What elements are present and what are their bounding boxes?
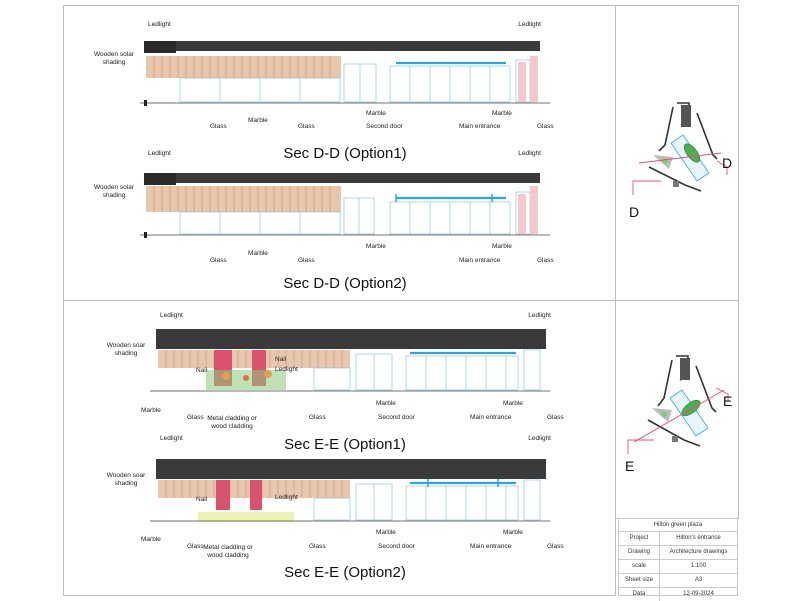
label-ledlight-left-dd1: Ledlight <box>148 21 171 28</box>
label-second-door-dd1: Second door <box>366 123 403 130</box>
label-nail-1-ee2: Nail <box>196 496 208 503</box>
label-glass-1-ee1: Glass <box>187 414 204 421</box>
label-glass-1-ee2: Glass <box>187 543 204 550</box>
label-ledlight-mid-ee1: Ledlight <box>275 366 298 373</box>
label-wooden-soar-shading-ee1: Wooden soar shading <box>106 342 146 357</box>
title-block-row: Project Hilton's entrance <box>619 532 737 546</box>
label-marble-2-ee1: Marble <box>376 400 396 407</box>
label-marble-1-dd2: Marble <box>248 250 268 257</box>
label-ledlight-left-ee1: Ledlight <box>160 312 183 319</box>
label-glass-3-ee1: Glass <box>547 414 564 421</box>
title-block: Hilton green plaza Project Hilton's entr… <box>618 518 738 601</box>
label-ledlight-mid-ee2: Ledlight <box>275 494 298 501</box>
title-block-row: Drawing Architecture drawings <box>619 546 737 560</box>
label-ledlight-left-dd2: Ledlight <box>148 150 171 157</box>
section-drawing-dd2 <box>140 173 550 238</box>
keyplan-e-mark-bottom: E <box>625 458 635 474</box>
label-main-entrance-dd1: Main entrance <box>459 123 501 130</box>
keyplan-d <box>632 102 728 195</box>
title-block-value: 12-09-2024 <box>683 591 714 597</box>
title-block-row: scale 1:100 <box>619 560 737 574</box>
label-marble-2-dd1: Marble <box>366 110 386 117</box>
title-block-value: 1:100 <box>690 563 706 569</box>
label-marble-3-ee2: Marble <box>503 529 523 536</box>
label-marble-1-ee2: Marble <box>141 536 161 543</box>
title-block-row: Sheet size A3 <box>619 574 737 588</box>
section-drawing-ee1 <box>150 329 550 392</box>
title-block-key: Data <box>619 588 660 601</box>
label-glass-3-ee2: Glass <box>547 543 564 550</box>
label-marble-3-ee1: Marble <box>503 400 523 407</box>
section-title-dd1: Sec D-D (Option1) <box>283 145 407 162</box>
label-main-entrance-ee2: Main entrance <box>470 543 512 550</box>
keyplan-e <box>627 355 729 454</box>
label-ledlight-right-dd1: Ledlight <box>518 21 541 28</box>
label-glass-2-dd2: Glass <box>298 257 315 264</box>
label-glass-1-dd1: Glass <box>210 123 227 130</box>
title-block-project-name: Hilton green plaza <box>619 519 737 532</box>
label-second-door-ee2: Second door <box>378 543 415 550</box>
label-marble-1-dd1: Marble <box>248 117 268 124</box>
keyplan-d-mark-top: D <box>722 155 733 171</box>
label-glass-1-dd2: Glass <box>210 257 227 264</box>
label-nail-1-ee1: Nail <box>196 367 208 374</box>
label-wooden-solar-shading-dd2: Wooden solar shading <box>94 184 134 199</box>
title-block-value: Hilton's entrance <box>676 535 721 541</box>
label-ledlight-right-ee2: Ledlight <box>528 435 551 442</box>
title-block-row: Data 12-09-2024 <box>619 588 737 601</box>
label-glass-2-dd1: Glass <box>298 123 315 130</box>
label-glass-2-ee2: Glass <box>309 543 326 550</box>
label-main-entrance-dd2: Main entrance <box>459 257 501 264</box>
title-block-value: Architecture drawings <box>669 549 728 555</box>
label-wooden-soar-shading-ee2: Wooden soar shading <box>106 472 146 487</box>
title-block-value: A3 <box>694 577 703 583</box>
label-ledlight-left-ee2: Ledlight <box>160 435 183 442</box>
keyplan-d-mark-bottom: D <box>629 204 640 220</box>
label-marble-3-dd1: Marble <box>492 110 512 117</box>
label-metal-cladding-ee2: Metal cladding or wood cladding <box>203 544 253 559</box>
label-ledlight-right-dd2: Ledlight <box>518 150 541 157</box>
label-marble-2-ee2: Marble <box>376 529 396 536</box>
label-second-door-ee1: Second door <box>378 414 415 421</box>
label-metal-cladding-ee1: Metal cladding or wood cladding <box>207 415 257 430</box>
label-glass-3-dd2: Glass <box>537 257 554 264</box>
label-glass-2-ee1: Glass <box>309 414 326 421</box>
section-drawing-dd1 <box>140 41 550 106</box>
label-marble-3-dd2: Marble <box>492 243 512 250</box>
label-marble-1-ee1: Marble <box>141 407 161 414</box>
title-block-key: Project <box>619 532 660 545</box>
label-marble-2-dd2: Marble <box>366 243 386 250</box>
label-nail-2-ee1: Nail <box>275 356 287 363</box>
label-glass-3-dd1: Glass <box>537 123 554 130</box>
section-title-ee1: Sec E-E (Option1) <box>284 436 406 453</box>
label-main-entrance-ee1: Main entrance <box>470 414 512 421</box>
section-title-ee2: Sec E-E (Option2) <box>284 564 406 581</box>
section-drawing-ee2 <box>150 459 550 522</box>
label-wooden-solar-shading-dd1: Wooden solar shading <box>94 51 134 66</box>
title-block-key: scale <box>619 560 660 573</box>
label-ledlight-right-ee1: Ledlight <box>528 312 551 319</box>
title-block-key: Drawing <box>619 546 660 559</box>
title-block-key: Sheet size <box>619 574 660 587</box>
section-title-dd2: Sec D-D (Option2) <box>283 275 407 292</box>
keyplan-e-mark-top: E <box>723 393 733 409</box>
